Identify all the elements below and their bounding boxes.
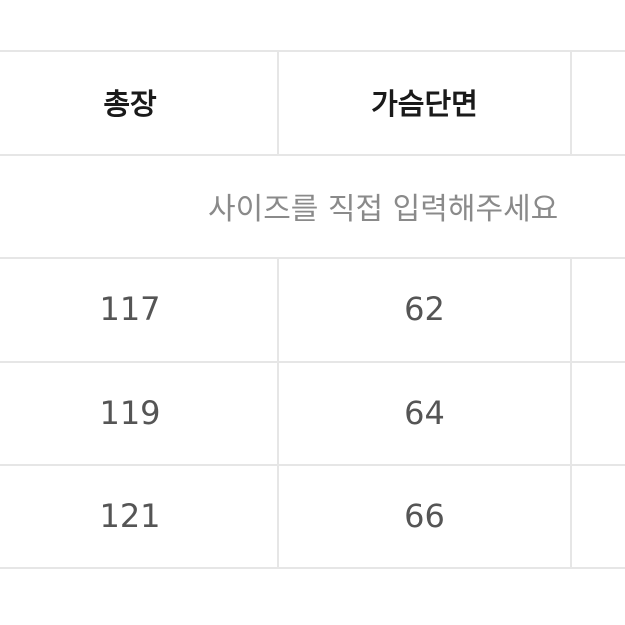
row-divider (0, 154, 625, 156)
header-total-length: 총장 (103, 87, 157, 121)
column-divider (277, 50, 279, 154)
cell-total-length: 119 (99, 394, 161, 432)
column-divider (570, 50, 572, 154)
row-divider (0, 567, 625, 569)
header-chest-width: 가슴단면 (371, 87, 478, 121)
cell-chest-width: 62 (404, 290, 445, 328)
cell-chest-width: 66 (404, 497, 445, 535)
column-divider (277, 257, 279, 569)
cell-total-length: 117 (99, 290, 161, 328)
row-divider (0, 361, 625, 363)
cell-total-length: 121 (99, 497, 161, 535)
row-divider (0, 464, 625, 466)
column-divider (570, 257, 572, 569)
size-input-note: 사이즈를 직접 입력해주세요 (208, 192, 559, 227)
row-divider (0, 257, 625, 259)
cell-chest-width: 64 (404, 394, 445, 432)
row-divider (0, 50, 625, 52)
